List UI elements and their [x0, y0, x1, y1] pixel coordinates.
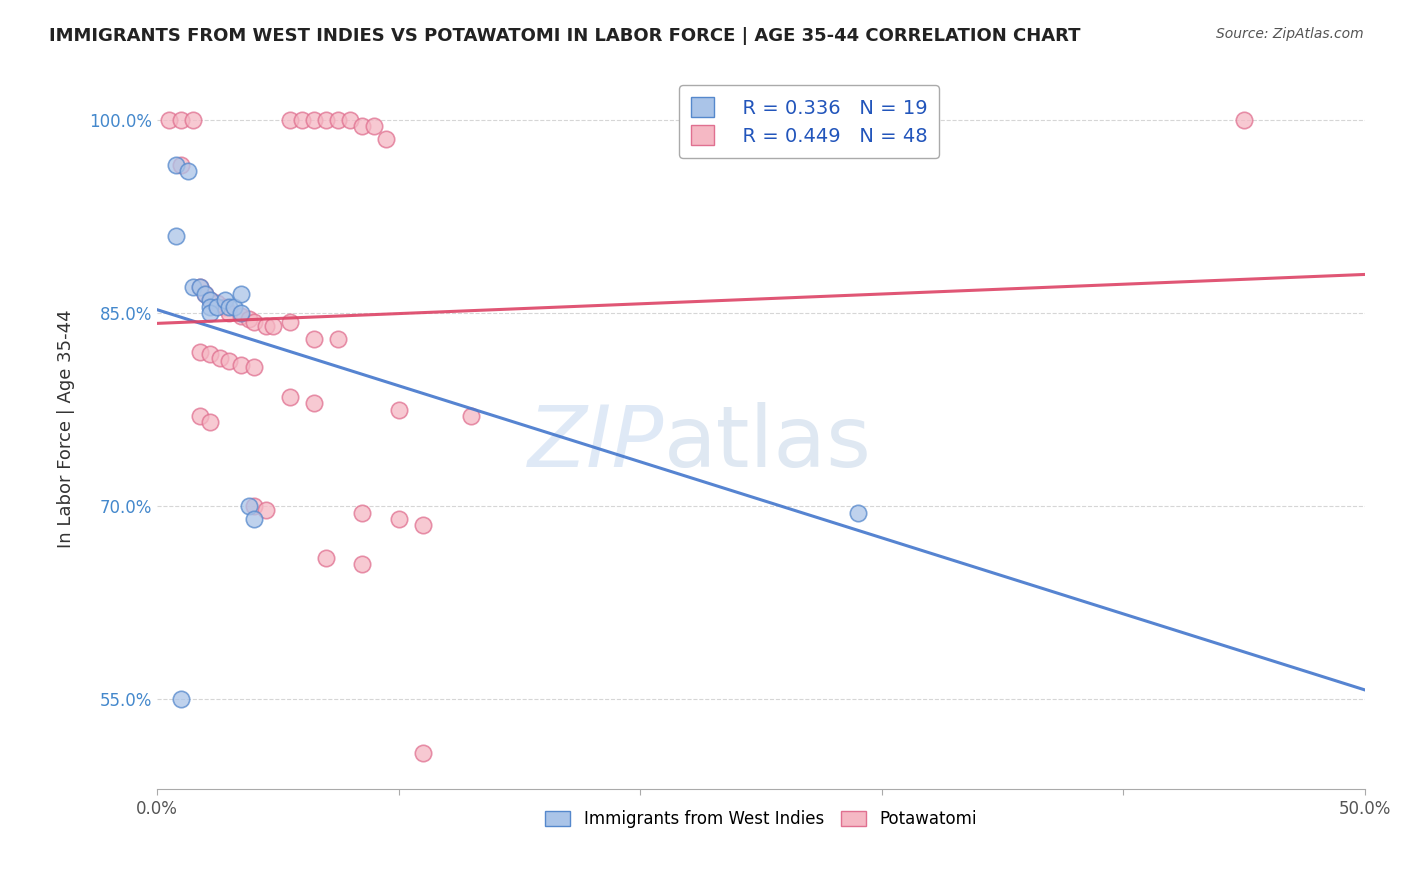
Point: [278, 315, 301, 329]
Point: [207, 295, 229, 310]
Point: [214, 300, 236, 314]
Point: [326, 332, 349, 346]
Point: [190, 344, 212, 359]
Point: [207, 300, 229, 314]
Point: [170, 692, 193, 706]
Point: [363, 120, 385, 134]
Point: [198, 293, 221, 308]
Point: [375, 132, 398, 146]
Text: IMMIGRANTS FROM WEST INDIES VS POTAWATOMI IN LABOR FORCE | AGE 35-44 CORRELATION: IMMIGRANTS FROM WEST INDIES VS POTAWATOM…: [49, 27, 1081, 45]
Point: [242, 360, 264, 375]
Point: [339, 113, 361, 128]
Point: [170, 113, 193, 128]
Point: [846, 506, 869, 520]
Point: [302, 113, 325, 128]
Point: [157, 113, 180, 128]
Point: [242, 512, 264, 526]
Point: [177, 164, 200, 178]
Point: [218, 300, 240, 314]
Point: [231, 309, 253, 323]
Text: atlas: atlas: [664, 401, 872, 484]
Point: [326, 113, 349, 128]
Point: [165, 228, 187, 243]
Point: [278, 113, 301, 128]
Point: [190, 409, 212, 423]
Point: [194, 286, 217, 301]
Point: [352, 120, 374, 134]
Point: [302, 396, 325, 410]
Point: [224, 300, 246, 314]
Point: [387, 512, 409, 526]
Point: [218, 306, 240, 320]
Point: [190, 280, 212, 294]
Point: [387, 402, 409, 417]
Point: [181, 280, 204, 294]
Point: [198, 293, 221, 308]
Point: [214, 293, 236, 308]
Point: [352, 506, 374, 520]
Point: [218, 353, 240, 368]
Y-axis label: In Labor Force | Age 35-44: In Labor Force | Age 35-44: [58, 310, 75, 549]
Point: [198, 306, 221, 320]
Point: [238, 499, 260, 513]
Point: [190, 280, 212, 294]
Point: [181, 113, 204, 128]
Point: [231, 358, 253, 372]
Point: [198, 300, 221, 314]
Point: [231, 286, 253, 301]
Point: [315, 113, 337, 128]
Point: [315, 550, 337, 565]
Point: [242, 315, 264, 329]
Point: [262, 318, 284, 333]
Text: ZIP: ZIP: [529, 401, 664, 484]
Point: [198, 416, 221, 430]
Point: [170, 158, 193, 172]
Point: [1233, 113, 1256, 128]
Point: [231, 306, 253, 320]
Text: Source: ZipAtlas.com: Source: ZipAtlas.com: [1216, 27, 1364, 41]
Point: [208, 351, 231, 365]
Point: [352, 557, 374, 571]
Point: [302, 332, 325, 346]
Point: [291, 113, 314, 128]
Point: [412, 518, 434, 533]
Legend: Immigrants from West Indies, Potawatomi: Immigrants from West Indies, Potawatomi: [538, 804, 983, 835]
Point: [254, 503, 277, 517]
Point: [198, 347, 221, 361]
Point: [460, 409, 482, 423]
Point: [194, 286, 217, 301]
Point: [165, 158, 187, 172]
Point: [242, 499, 264, 513]
Point: [254, 318, 277, 333]
Point: [238, 312, 260, 326]
Point: [278, 390, 301, 404]
Point: [412, 746, 434, 760]
